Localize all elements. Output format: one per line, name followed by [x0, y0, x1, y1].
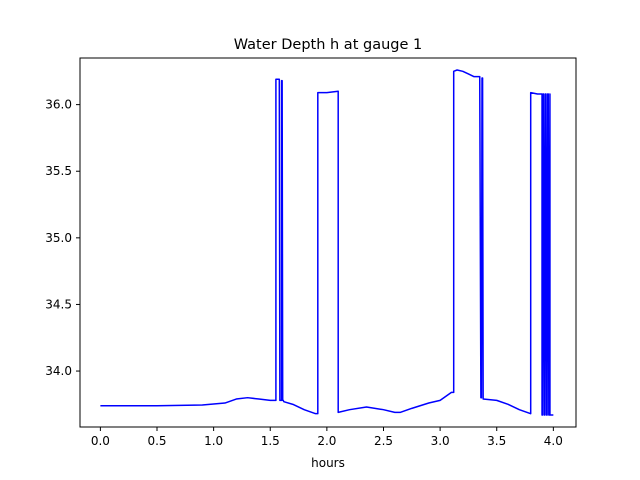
y-tick-label: 36.0	[45, 98, 72, 112]
series-line	[100, 69, 554, 416]
series-layer	[100, 69, 554, 416]
x-axis-label: hours	[311, 456, 345, 470]
plot-frame	[79, 57, 577, 428]
y-tick-label: 34.0	[45, 364, 72, 378]
x-tick-label: 1.5	[261, 434, 280, 448]
x-axis-ticks: 0.0 0.5 1.0 1.5 2.0 2.5 3.0 3.5 4.0	[91, 427, 563, 448]
y-tick-label: 34.5	[45, 297, 72, 311]
chart-title: Water Depth h at gauge 1	[234, 37, 422, 53]
x-tick-label: 0.0	[91, 434, 110, 448]
x-tick-label: 1.0	[204, 434, 223, 448]
y-tick-label: 35.5	[45, 164, 72, 178]
y-tick-label: 35.0	[45, 231, 72, 245]
x-tick-label: 0.5	[147, 434, 166, 448]
plot-area	[79, 57, 577, 428]
x-tick-label: 2.5	[374, 434, 393, 448]
x-tick-label: 3.0	[431, 434, 450, 448]
x-tick-label: 3.5	[487, 434, 506, 448]
x-tick-label: 2.0	[317, 434, 336, 448]
x-tick-label: 4.0	[544, 434, 563, 448]
y-axis-ticks: 34.0 34.5 35.0 35.5 36.0	[45, 98, 80, 378]
